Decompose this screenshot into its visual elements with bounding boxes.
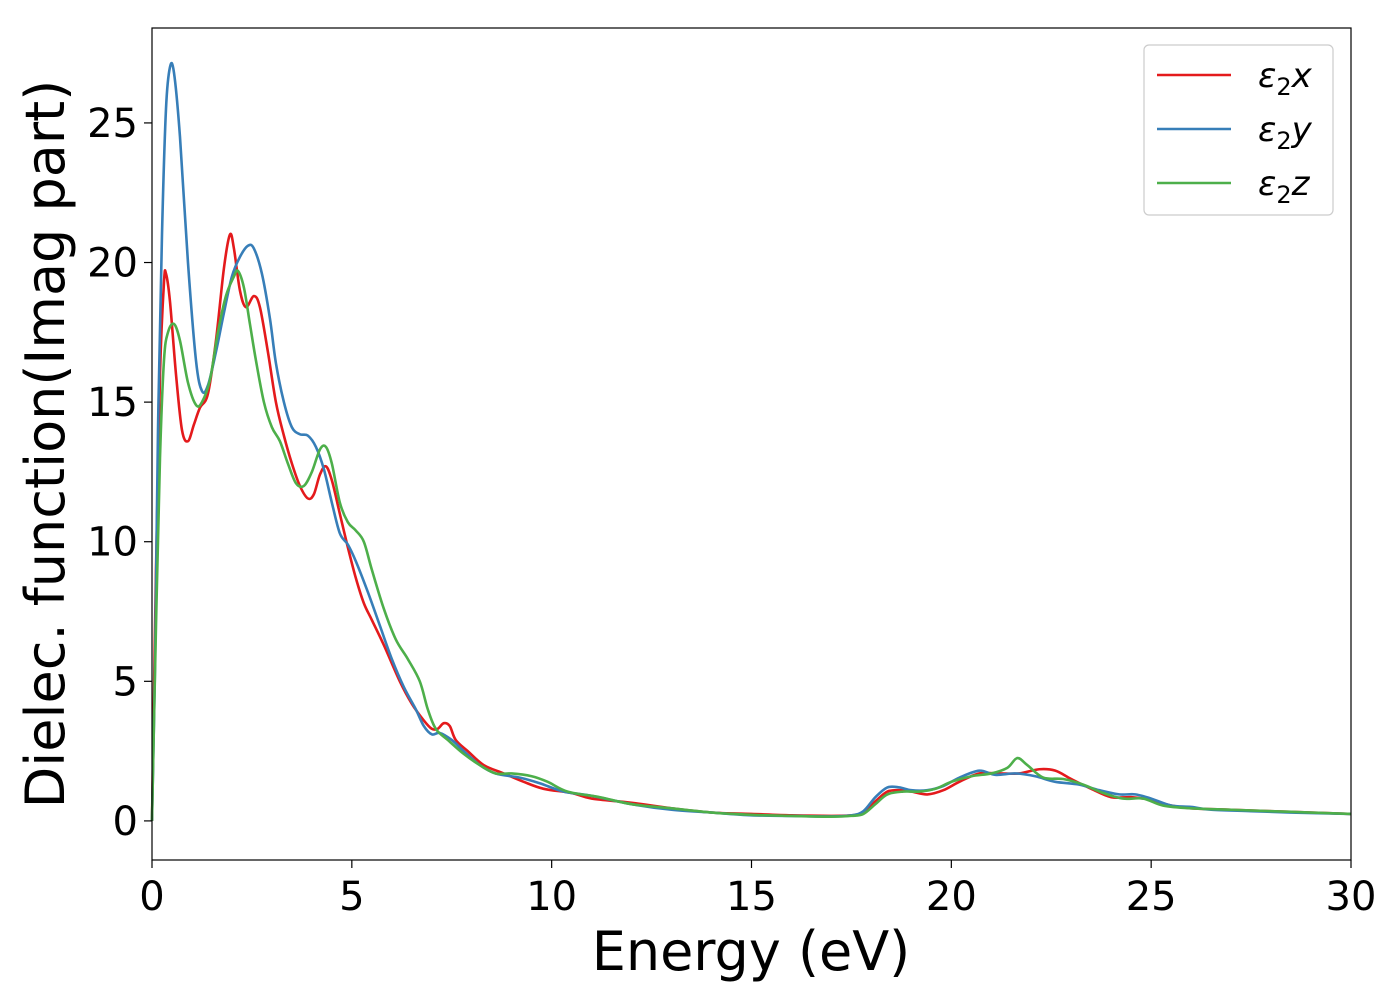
- y-axis-label: Dielec. function(Imag part): [14, 80, 77, 809]
- legend: ε2x ε2y ε2z: [1143, 44, 1334, 216]
- y-tick-label: 0: [113, 799, 138, 845]
- y-tick-label: 10: [87, 520, 138, 566]
- y-tick-label: 25: [87, 101, 138, 147]
- series-line-y: [150, 61, 1352, 821]
- ticks-layer: 0 5 10 15 20 25 30 0 5 10 15 20 25: [87, 101, 1376, 920]
- legend-label-z: ε2z: [1258, 164, 1311, 209]
- x-tick-label: 20: [926, 874, 977, 920]
- x-tick-label: 10: [526, 874, 577, 920]
- y-tick-label: 20: [87, 241, 138, 287]
- x-tick-label: 15: [726, 874, 777, 920]
- series-layer: [150, 61, 1352, 821]
- y-tick-label: 5: [113, 659, 138, 705]
- x-tick-label: 25: [1126, 874, 1177, 920]
- x-tick-label: 5: [339, 874, 364, 920]
- legend-label-x: ε2x: [1258, 56, 1313, 101]
- series-line-z: [150, 269, 1352, 821]
- legend-box: [1143, 44, 1334, 216]
- legend-label-y: ε2y: [1258, 110, 1313, 155]
- x-tick-label: 0: [139, 874, 164, 920]
- x-axis-label: Energy (eV): [592, 920, 911, 983]
- x-tick-label: 30: [1326, 874, 1377, 920]
- y-tick-label: 15: [87, 380, 138, 426]
